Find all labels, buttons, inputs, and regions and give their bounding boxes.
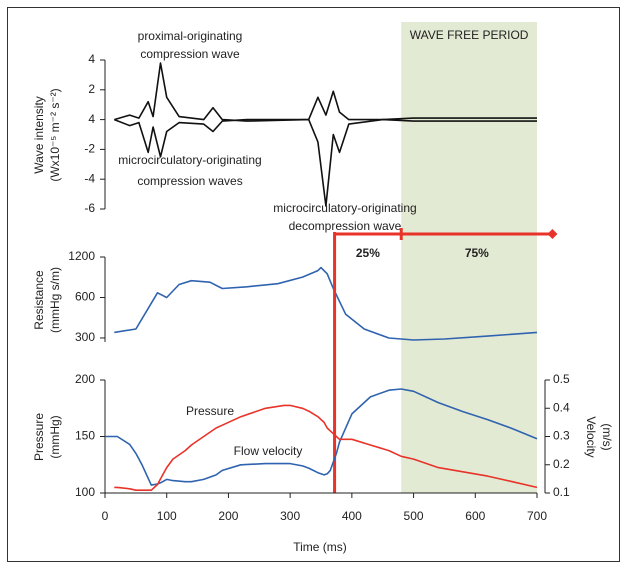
series-line — [114, 266, 538, 341]
y-tick-label: 300 — [75, 330, 95, 344]
y-tick-label: 1200 — [68, 249, 95, 263]
annotation: decompression wave — [289, 219, 402, 233]
y2-tick-label: 0.4 — [553, 400, 570, 414]
annotation: microcirculatory-originating — [118, 153, 261, 167]
y-tick-label: 600 — [75, 290, 95, 304]
x-tick-label: 300 — [280, 509, 300, 523]
x-tick-label: 100 — [157, 509, 177, 523]
y-axis-label: (Wx10⁻⁵ m⁻² s⁻²) — [48, 88, 62, 181]
x-tick-label: 200 — [218, 509, 238, 523]
series-line — [114, 118, 537, 207]
series-label: Flow velocity — [234, 444, 303, 458]
y2-tick-label: 0.2 — [553, 457, 570, 471]
wave-free-label: WAVE FREE PERIOD — [410, 28, 529, 42]
percent-label: 25% — [356, 246, 380, 260]
series-line — [105, 388, 538, 486]
annotation: compression waves — [137, 174, 242, 188]
x-tick-label: 400 — [342, 509, 362, 523]
y-axis-label: (mmHg) — [48, 415, 62, 458]
x-tick-label: 0 — [102, 509, 109, 523]
annotation: compression wave — [140, 47, 240, 61]
frame — [7, 7, 620, 562]
x-axis-label: Time (ms) — [293, 540, 347, 554]
percent-label: 75% — [465, 246, 489, 260]
y-axis-label: Resistance — [32, 270, 46, 330]
y-tick-label: -6 — [84, 201, 95, 215]
wave-free-period — [401, 22, 537, 493]
y-tick-label: 4 — [88, 112, 95, 126]
y-tick-label: 4 — [88, 52, 95, 66]
x-tick-label: 500 — [404, 509, 424, 523]
y-tick-label: 150 — [75, 429, 95, 443]
y-tick-label: 200 — [75, 372, 95, 386]
y-axis-label: Wave intensity — [32, 96, 46, 174]
y2-tick-label: 0.5 — [553, 372, 570, 386]
y-tick-label: -2 — [84, 142, 95, 156]
series-label: Pressure — [186, 404, 234, 418]
series-line — [114, 404, 538, 491]
y-tick-label: 100 — [75, 485, 95, 499]
y-axis-label: (mmHg s/m) — [48, 267, 62, 333]
y-axis-label: Pressure — [32, 413, 46, 461]
y2-tick-label: 0.1 — [553, 485, 570, 499]
y-tick-label: 2 — [88, 82, 95, 96]
y2-axis-label: (m/s) — [600, 423, 614, 450]
split-end — [547, 229, 558, 239]
y2-axis-label: Velocity — [584, 416, 598, 457]
series-line — [114, 62, 537, 122]
annotation: microcirculatory-originating — [273, 201, 416, 215]
annotation: proximal-originating — [138, 29, 243, 43]
x-tick-label: 700 — [527, 509, 547, 523]
y2-tick-label: 0.3 — [553, 429, 570, 443]
x-tick-label: 600 — [465, 509, 485, 523]
y-tick-label: -4 — [84, 171, 95, 185]
